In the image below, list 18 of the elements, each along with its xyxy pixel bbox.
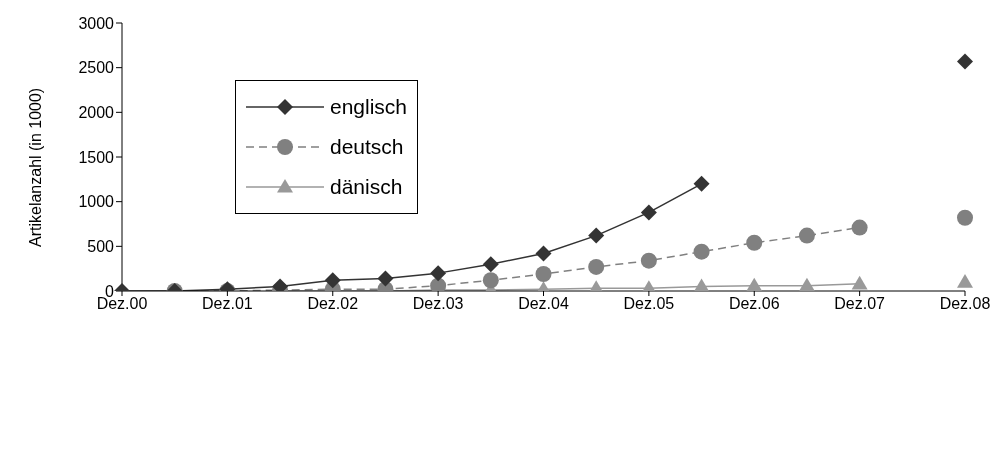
y-tick-label: 1000: [78, 193, 115, 211]
x-tick-label: Dez.08: [939, 295, 991, 313]
x-tick-label: Dez.05: [623, 295, 675, 313]
legend-label: dänisch: [330, 175, 403, 199]
y-tick-label: 500: [87, 238, 115, 256]
x-tick-label: Dez.07: [834, 295, 886, 313]
x-tick-label: Dez.03: [412, 295, 464, 313]
y-tick-label: 1500: [78, 148, 115, 166]
y-tick-label: 2500: [78, 59, 115, 77]
y-axis-title: Artikelanzahl (in 1000): [26, 87, 44, 247]
x-tick-label: Dez.06: [728, 295, 780, 313]
legend-label: englisch: [330, 95, 408, 119]
y-tick-label: 3000: [78, 14, 115, 32]
x-tick-label: Dez.01: [202, 295, 253, 313]
legend-label: deutsch: [330, 135, 404, 159]
y-tick-label: 2000: [78, 104, 115, 122]
x-tick-label: Dez.04: [518, 295, 569, 313]
x-tick-label: Dez.02: [307, 295, 359, 313]
